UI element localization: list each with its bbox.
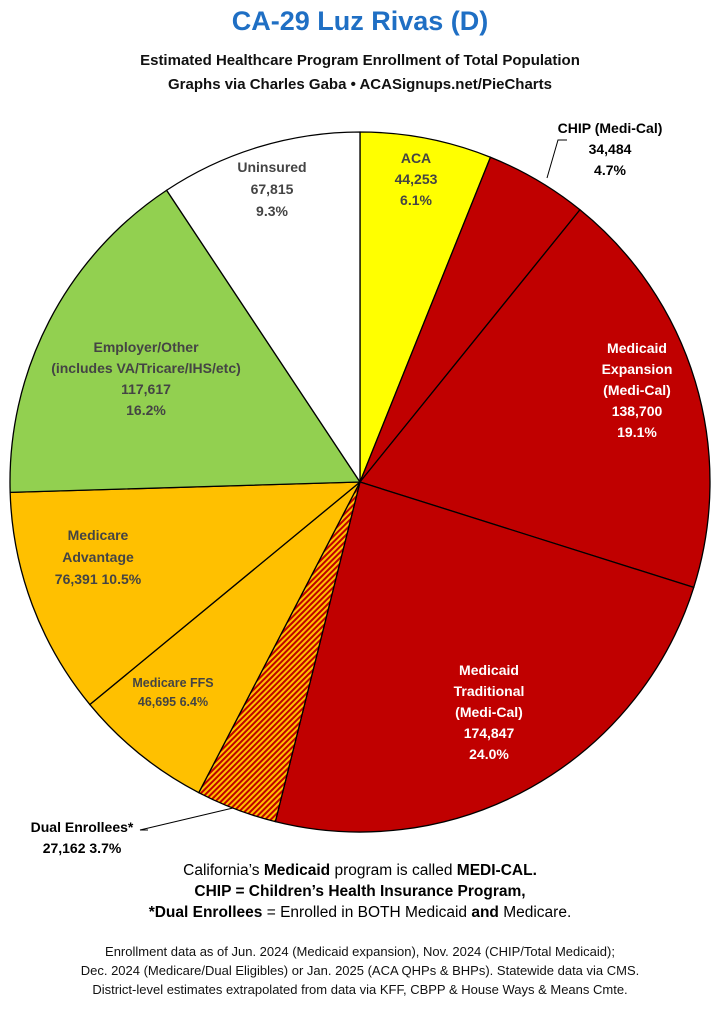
chart-subtitle: Estimated Healthcare Program Enrollment …	[140, 52, 580, 69]
pie-slice-medicare-ffs	[89, 481, 361, 794]
slice-label-chip-medi-cal-1: 34,484	[589, 141, 632, 157]
slice-label-medicaid-traditional-medi-cal-3: 174,847	[464, 725, 515, 741]
pie-slice-medicaid-traditional-medi-cal	[274, 481, 695, 833]
slice-label-medicare-advantage-1: Advantage	[62, 549, 134, 565]
slice-label-medicaid-traditional-medi-cal-1: Traditional	[454, 683, 525, 699]
slice-label-aca-0: ACA	[401, 150, 431, 166]
slice-label-employer-other-includes-va-tricare-ihs-etc-3: 16.2%	[126, 402, 166, 418]
slice-label-employer-other-includes-va-tricare-ihs-etc-1: (includes VA/Tricare/IHS/etc)	[51, 360, 241, 376]
slice-label-medicare-ffs-1: 46,695 6.4%	[138, 695, 208, 709]
slice-label-medicaid-expansion-medi-cal-1: Expansion	[602, 361, 673, 377]
pie-slice-medicaid-expansion-medi-cal	[359, 209, 711, 589]
note-dual-enrollees: *Dual Enrollees = Enrolled in BOTH Medic…	[148, 904, 572, 921]
pie-labels: ACA 44,253 6.1% CHIP (Medi-Cal) 34,484 4.7% Me…	[31, 120, 673, 856]
slice-label-medicare-ffs-0: Medicare FFS	[132, 676, 213, 690]
slice-label-uninsured-0: Uninsured	[237, 159, 306, 175]
callout-line-dual-enrollees	[139, 807, 234, 831]
slice-label-medicare-advantage-2: 76,391 10.5%	[55, 571, 142, 587]
chart-credit: Graphs via Charles Gaba • ACASignups.net…	[168, 76, 552, 93]
slice-label-employer-other-includes-va-tricare-ihs-etc-2: 117,617	[121, 381, 171, 397]
chart-title: CA-29 Luz Rivas (D)	[231, 6, 489, 36]
slice-label-aca-1: 44,253	[395, 171, 438, 187]
slice-label-medicaid-expansion-medi-cal-0: Medicaid	[607, 340, 667, 356]
pie-slice-medicare-advantage	[9, 481, 361, 706]
note-medi-cal: California’s Medicaid program is called …	[183, 862, 537, 879]
slice-label-uninsured-1: 67,815	[251, 181, 294, 197]
slice-label-uninsured-2: 9.3%	[256, 203, 288, 219]
pie-slice-employer-other-includes-va-tricare-ihs-etc	[9, 189, 361, 494]
slice-label-aca-2: 6.1%	[400, 192, 432, 208]
pie-callout-lines	[139, 139, 567, 831]
footer-line-1: Enrollment data as of Jun. 2024 (Medicai…	[105, 944, 615, 959]
pie-slice-aca	[359, 131, 492, 483]
slice-label-employer-other-includes-va-tricare-ihs-etc-0: Employer/Other	[93, 339, 199, 355]
pie-slices	[9, 131, 711, 833]
slice-label-medicaid-expansion-medi-cal-3: 138,700	[612, 403, 663, 419]
slice-label-dual-enrollees-1: 27,162 3.7%	[43, 840, 122, 856]
slice-label-chip-medi-cal-2: 4.7%	[594, 162, 626, 178]
slice-label-medicare-advantage-0: Medicare	[68, 527, 129, 543]
callout-line-chip-medi-cal	[546, 139, 567, 179]
slice-label-medicaid-traditional-medi-cal-4: 24.0%	[469, 746, 509, 762]
slice-label-chip-medi-cal-0: CHIP (Medi-Cal)	[558, 120, 663, 136]
slice-label-medicaid-traditional-medi-cal-2: (Medi-Cal)	[455, 704, 523, 720]
slice-label-dual-enrollees-0: Dual Enrollees*	[31, 819, 134, 835]
footer-line-2: Dec. 2024 (Medicare/Dual Eligibles) or J…	[80, 963, 640, 978]
footer-line-3: District-level estimates extrapolated fr…	[92, 982, 628, 997]
slice-label-medicaid-traditional-medi-cal-0: Medicaid	[459, 662, 519, 678]
slice-label-medicaid-expansion-medi-cal-2: (Medi-Cal)	[603, 382, 671, 398]
note-chip: CHIP = Children’s Health Insurance Progr…	[194, 883, 526, 900]
slice-label-medicaid-expansion-medi-cal-4: 19.1%	[617, 424, 657, 440]
pie-slice-uninsured	[165, 131, 361, 483]
